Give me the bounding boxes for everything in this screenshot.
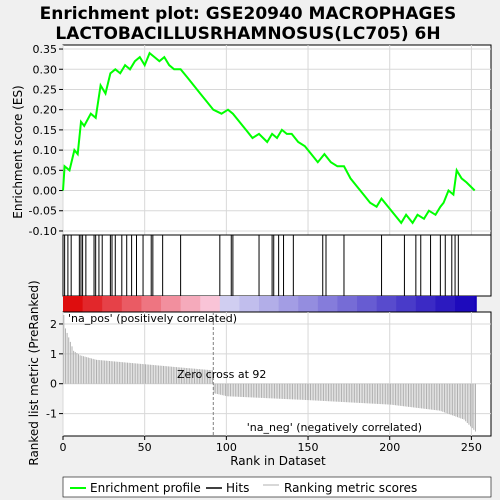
colorbar-segment <box>102 296 123 312</box>
colorbar-segment <box>317 296 338 312</box>
colorbar-segment <box>357 296 378 312</box>
x-tick-label: 100 <box>216 441 237 454</box>
x-ticks: 0 50 100 150 200 250 <box>60 436 482 454</box>
chart-title-line1: Enrichment plot: GSE20940 MACROPHAGES <box>40 4 457 24</box>
enrichment-profile-line <box>62 51 476 225</box>
es-tick-label: 0.00 <box>33 185 58 198</box>
legend-enrichment-label: Enrichment profile <box>90 481 201 495</box>
metric-tick-label: 0 <box>50 378 57 391</box>
metric-axis-label: Ranked list metric (PreRanked) <box>27 280 41 465</box>
legend-hits-label: Hits <box>226 481 249 495</box>
metric-bars <box>63 314 476 432</box>
colorbar-segment <box>180 296 201 312</box>
x-tick-label: 50 <box>138 441 152 454</box>
colorbar-segment <box>200 296 221 312</box>
colorbar-segment <box>435 296 456 312</box>
metric-tick-label: 1 <box>50 348 57 361</box>
x-tick-label: 200 <box>379 441 400 454</box>
es-axis-label: Enrichment score (ES) <box>11 85 25 218</box>
es-gridlines <box>62 45 491 235</box>
es-y-ticks: -0.10 -0.05 0.00 0.05 0.10 0.15 0.20 0.25 0.30 0.… <box>29 43 63 238</box>
es-tick-label: 0.30 <box>33 63 58 76</box>
colorbar-segment <box>415 296 436 312</box>
es-tick-label: -0.05 <box>29 205 57 218</box>
colorbar-segment <box>376 296 397 312</box>
zero-cross-label: Zero cross at 92 <box>177 368 266 381</box>
ranking-colorbar <box>63 296 477 312</box>
es-panel <box>62 44 492 236</box>
colorbar-segment <box>396 296 417 312</box>
x-tick-label: 0 <box>60 441 67 454</box>
colorbar-segment <box>161 296 182 312</box>
colorbar-segment <box>141 296 162 312</box>
colorbar-segment <box>455 296 476 312</box>
colorbar-segment <box>278 296 299 312</box>
x-tick-label: 150 <box>298 441 319 454</box>
colorbar-segment <box>82 296 103 312</box>
es-tick-label: 0.25 <box>33 83 58 96</box>
colorbar-segment <box>121 296 142 312</box>
metric-tick-label: 2 <box>50 318 57 331</box>
metric-gridlines <box>62 312 491 436</box>
x-axis-label: Rank in Dataset <box>230 454 326 468</box>
x-tick-label: 250 <box>461 441 482 454</box>
chart-title-line2: LACTOBACILLUSRHAMNOSUS(LC705) 6H <box>55 24 440 44</box>
neg-correlated-label: 'na_neg' (negatively correlated) <box>247 421 422 434</box>
es-tick-label: -0.10 <box>29 225 57 238</box>
colorbar-segment <box>474 296 477 312</box>
legend-metric-label: Ranking metric scores <box>284 481 417 495</box>
es-tick-label: 0.35 <box>33 43 58 56</box>
es-tick-label: 0.20 <box>33 104 58 117</box>
colorbar-segment <box>259 296 280 312</box>
es-tick-label: 0.10 <box>33 144 58 157</box>
pos-correlated-label: 'na_pos' (positively correlated) <box>68 312 237 325</box>
colorbar-segment <box>219 296 240 312</box>
colorbar-segment <box>298 296 319 312</box>
hits-marks <box>64 235 459 296</box>
colorbar-segment <box>63 296 84 312</box>
es-tick-label: 0.15 <box>33 124 58 137</box>
metric-y-ticks: -1 0 1 2 <box>46 318 63 421</box>
es-tick-label: 0.05 <box>33 164 58 177</box>
legend-box <box>62 476 492 498</box>
metric-tick-label: -1 <box>46 408 57 421</box>
colorbar-segment <box>337 296 358 312</box>
colorbar-segment <box>239 296 260 312</box>
